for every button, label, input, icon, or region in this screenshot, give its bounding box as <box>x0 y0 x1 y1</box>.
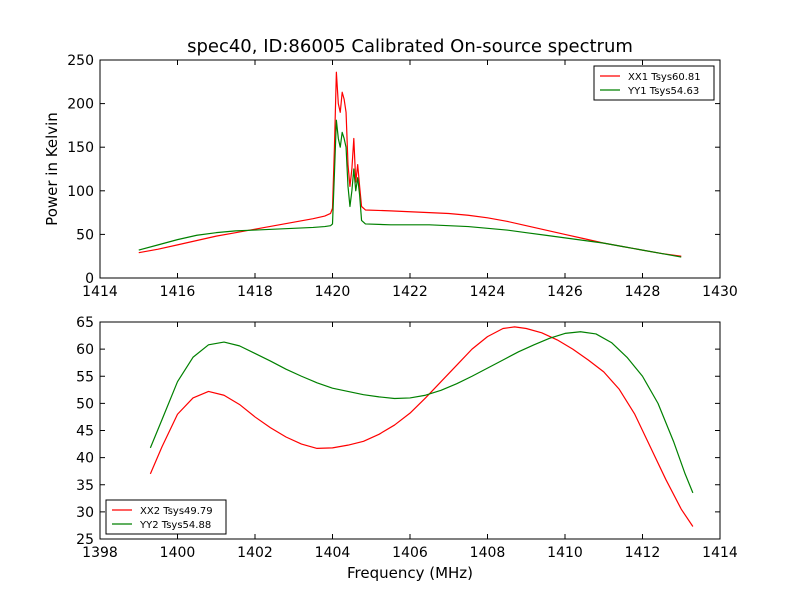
legend: XX1 Tsys60.81 YY1 Tsys54.63 <box>593 65 715 101</box>
y-tick-label: 250 <box>67 53 94 69</box>
y-tick-label: 50 <box>76 396 94 412</box>
x-tick-label: 1414 <box>702 545 738 561</box>
series-line-2 <box>149 331 694 494</box>
y-tick-label: 200 <box>67 97 94 113</box>
legend: XX2 Tsys49.79 YY2 Tsys54.88 <box>105 499 227 535</box>
x-tick-label: 1406 <box>392 545 428 561</box>
x-tick-label: 1416 <box>160 284 196 300</box>
y-tick-label: 45 <box>76 424 94 440</box>
legend-box <box>105 499 227 535</box>
legend-label: YY1 Tsys54.63 <box>627 86 699 97</box>
x-tick-label: 1424 <box>470 284 506 300</box>
x-tick-label: 1410 <box>547 545 583 561</box>
series-line-1 <box>138 71 682 257</box>
y-tick-label: 40 <box>76 451 94 467</box>
legend-label: YY2 Tsys54.88 <box>139 520 211 531</box>
y-tick-label: 35 <box>76 478 94 494</box>
y-tick-label: 50 <box>76 227 94 243</box>
y-tick-label: 30 <box>76 505 94 521</box>
x-tick-label: 1400 <box>160 545 196 561</box>
chart-title: spec40, ID:86005 Calibrated On-source sp… <box>187 36 633 57</box>
series-group <box>138 71 682 258</box>
x-tick-label: 1408 <box>470 545 506 561</box>
subplot-2: 1398 1400 1402 1404 1406 1408 1410 1412 1414 25 30… <box>76 315 738 582</box>
x-tick-label: 1426 <box>547 284 583 300</box>
plots-container: 1414 1416 1418 1420 1422 1424 1426 1428 14300501… <box>43 53 738 582</box>
x-tick-label: 1428 <box>625 284 661 300</box>
x-tick-label: 1422 <box>392 284 428 300</box>
series-group <box>149 326 694 527</box>
legend-box <box>593 65 715 101</box>
x-tick-label: 1404 <box>315 545 351 561</box>
series-line-1 <box>149 326 694 527</box>
x-tick-label: 1418 <box>237 284 273 300</box>
subplot-1: 1414 1416 1418 1420 1422 1424 1426 1428 1430 0 50 1… <box>43 53 738 300</box>
y-tick-label: 60 <box>76 342 94 358</box>
y-tick-label: 55 <box>76 369 94 385</box>
x-tick-label: 1414 <box>82 284 118 300</box>
x-tick-label: 1430 <box>702 284 738 300</box>
x-tick-label: 1402 <box>237 545 273 561</box>
y-tick-label: 25 <box>76 532 94 548</box>
y-tick-label: 65 <box>76 315 94 331</box>
legend-label: XX1 Tsys60.81 <box>628 72 701 83</box>
y-tick-label: 0 <box>85 271 94 287</box>
x-tick-label: 1398 <box>82 545 118 561</box>
legend-label: XX2 Tsys49.79 <box>140 506 213 517</box>
series-line-2 <box>138 119 682 258</box>
x-tick-label: 1412 <box>625 545 661 561</box>
x-axis-label: Frequency (MHz) <box>347 564 473 582</box>
y-tick-label: 100 <box>67 184 94 200</box>
x-tick-label: 1420 <box>315 284 351 300</box>
y-axis-label: Power in Kelvin <box>43 112 61 226</box>
y-tick-label: 150 <box>67 140 94 156</box>
